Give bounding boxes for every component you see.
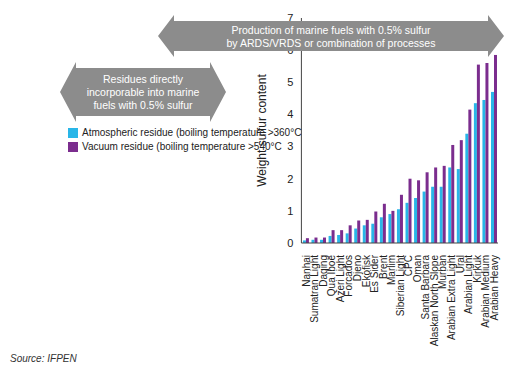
svg-text:Brent: Brent bbox=[377, 255, 389, 279]
svg-text:CPC: CPC bbox=[403, 255, 415, 277]
svg-text:Marlim: Marlim bbox=[386, 255, 398, 285]
svg-text:0: 0 bbox=[287, 237, 293, 249]
svg-text:Siberian Light: Siberian Light bbox=[394, 255, 406, 317]
svg-text:Alaskan North Slope: Alaskan North Slope bbox=[428, 255, 440, 347]
svg-text:Djeno: Djeno bbox=[352, 255, 363, 282]
svg-text:fuels with 0.5% sulfur: fuels with 0.5% sulfur bbox=[93, 99, 193, 111]
svg-text:Es Sider: Es Sider bbox=[369, 255, 381, 293]
svg-text:5: 5 bbox=[287, 76, 293, 88]
svg-text:1: 1 bbox=[287, 205, 293, 217]
svg-text:Murban: Murban bbox=[437, 255, 449, 289]
svg-text:Forcados: Forcados bbox=[343, 255, 355, 297]
svg-text:Arabian Heavy: Arabian Heavy bbox=[489, 255, 500, 321]
svg-text:by ARDS/VRDS or combination of: by ARDS/VRDS or combination of processes bbox=[227, 37, 436, 49]
svg-text:Ural: Ural bbox=[454, 255, 466, 274]
svg-text:Arabian Extra Light: Arabian Extra Light bbox=[446, 255, 457, 341]
svg-text:Production of marine fuels wit: Production of marine fuels with 0.5% sul… bbox=[231, 24, 431, 36]
html-text:Source: IFPEN: Source: IFPEN bbox=[10, 353, 77, 364]
html-text:Vacuum residue (boiling temper: Vacuum residue (boiling temperature >540… bbox=[82, 141, 282, 152]
svg-text:Daqing: Daqing bbox=[317, 255, 329, 287]
html-text:Atmospheric residue (boiling t: Atmospheric residue (boiling temperature… bbox=[82, 127, 302, 138]
svg-text:Azeri Light: Azeri Light bbox=[334, 255, 346, 303]
svg-text:incorporable into marine: incorporable into marine bbox=[87, 86, 200, 98]
svg-text:Arabian Medium: Arabian Medium bbox=[480, 255, 492, 328]
svg-text:Santa Barbara: Santa Barbara bbox=[420, 255, 432, 320]
svg-text:4: 4 bbox=[287, 108, 293, 120]
svg-text:2: 2 bbox=[287, 173, 293, 185]
svg-text:6: 6 bbox=[287, 44, 293, 56]
svg-text:Qua Iboe: Qua Iboe bbox=[326, 255, 338, 297]
svg-text:Weight sulfur content: Weight sulfur content bbox=[255, 74, 269, 187]
svg-text:Ekofisk: Ekofisk bbox=[360, 255, 372, 288]
svg-text:3: 3 bbox=[287, 140, 293, 152]
svg-text:Residues directly: Residues directly bbox=[103, 73, 184, 85]
svg-text:7: 7 bbox=[287, 12, 293, 24]
svg-text:Nanhai: Nanhai bbox=[300, 255, 312, 287]
svg-text:Oman: Oman bbox=[411, 255, 423, 283]
svg-text:Arabian Light: Arabian Light bbox=[463, 255, 475, 314]
svg-text:Sumatran Light: Sumatran Light bbox=[309, 255, 321, 323]
svg-text:Kirkuk: Kirkuk bbox=[471, 255, 483, 283]
